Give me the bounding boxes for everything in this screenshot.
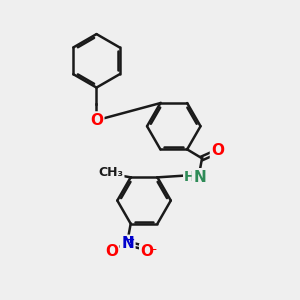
Text: +: + [125,235,135,245]
Text: CH₃: CH₃ [99,167,124,179]
Text: ⁻: ⁻ [149,245,156,259]
Text: O: O [105,244,118,260]
Text: O: O [211,143,224,158]
Text: O: O [90,113,103,128]
Text: O: O [140,244,154,260]
Text: N: N [193,169,206,184]
Text: H: H [184,170,195,184]
Text: N: N [121,236,134,251]
